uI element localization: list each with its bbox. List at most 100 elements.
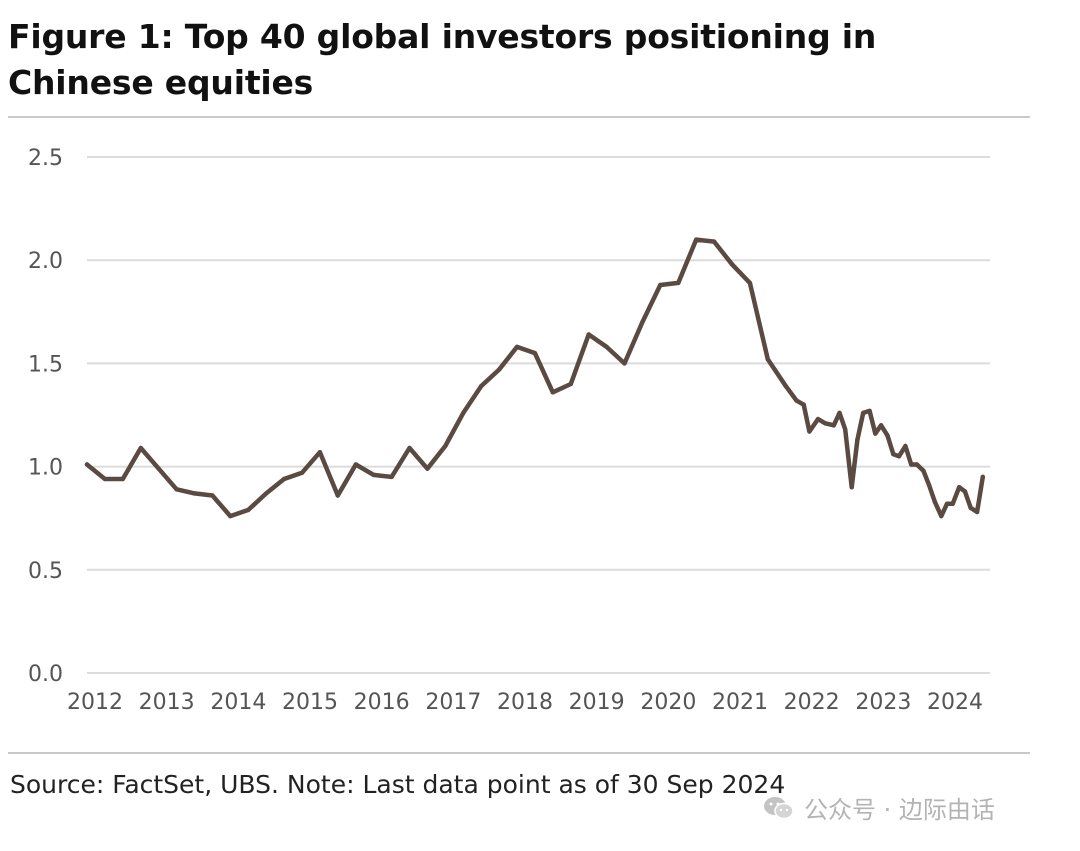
data-point [837, 410, 842, 416]
data-point [878, 423, 884, 428]
data-point [783, 383, 788, 389]
data-point [676, 280, 681, 286]
x-tick-label: 2013 [139, 690, 195, 715]
x-tick-label: 2020 [640, 690, 696, 715]
data-point [747, 280, 753, 286]
data-point [532, 350, 538, 356]
series-line [84, 237, 986, 519]
data-point [944, 501, 950, 506]
data-point [867, 408, 872, 414]
chart-title: Figure 1: Top 40 global investors positi… [8, 17, 877, 102]
data-point [926, 483, 932, 488]
bottom-divider [8, 752, 1030, 754]
source-note: Source: FactSet, UBS. Note: Last data po… [10, 770, 786, 799]
data-point [891, 452, 896, 457]
data-point [823, 421, 828, 426]
data-point [807, 429, 812, 434]
x-tick-label: 2021 [712, 690, 768, 715]
data-point [461, 410, 466, 416]
data-point [873, 431, 878, 436]
wechat-icon [762, 794, 796, 822]
data-point [425, 466, 430, 471]
data-point [903, 443, 908, 449]
y-axis-labels: 0.0 0.5 1.0 1.5 2.0 2.5 [28, 146, 63, 687]
data-point [317, 450, 323, 455]
data-point [855, 437, 860, 442]
data-point [210, 493, 215, 498]
x-tick-label: 2024 [927, 690, 983, 715]
data-point [957, 485, 962, 490]
data-point [568, 381, 573, 387]
data-point [950, 501, 955, 506]
top-divider [8, 116, 1030, 118]
data-point [843, 427, 848, 432]
data-point [622, 361, 627, 366]
data-point [974, 509, 980, 515]
data-point [389, 474, 394, 480]
data-point [281, 476, 287, 482]
data-point [885, 433, 890, 438]
data-point [729, 262, 735, 267]
data-point [407, 445, 412, 451]
y-tick-label: 2.0 [28, 249, 63, 274]
data-point [849, 485, 854, 490]
data-point [496, 367, 502, 372]
data-point [299, 470, 305, 475]
data-point [228, 513, 233, 519]
data-point [962, 489, 968, 494]
x-tick-label: 2018 [497, 690, 553, 715]
data-point [861, 410, 866, 416]
data-point [914, 462, 920, 467]
data-point [120, 476, 126, 482]
data-point [586, 332, 591, 337]
data-point [335, 493, 340, 498]
data-point [909, 462, 914, 467]
x-tick-label: 2014 [210, 690, 266, 715]
watermark-text: 公众号 · 边际由话 [804, 796, 995, 824]
data-point [192, 491, 197, 496]
data-point [921, 468, 926, 473]
y-tick-label: 0.0 [28, 662, 63, 687]
data-point [550, 390, 555, 395]
data-point [640, 319, 645, 325]
data-point [604, 344, 609, 350]
watermark: 公众号 · 边际由话 [762, 790, 995, 825]
data-point [102, 476, 108, 482]
x-tick-label: 2015 [282, 690, 338, 715]
data-point [138, 445, 143, 451]
data-point [443, 443, 448, 449]
x-tick-label: 2023 [855, 690, 911, 715]
data-point [801, 402, 806, 407]
gridlines [87, 156, 990, 674]
data-point [479, 383, 484, 389]
y-tick-label: 1.0 [28, 456, 63, 481]
data-point [765, 357, 770, 362]
data-point [658, 282, 663, 288]
data-point [711, 239, 717, 244]
data-point [896, 454, 902, 459]
data-point [968, 505, 973, 511]
data-point [939, 513, 944, 519]
data-point [246, 507, 251, 513]
data-point [794, 398, 799, 403]
y-tick-label: 2.5 [28, 146, 63, 171]
data-point [371, 472, 376, 478]
x-tick-label: 2019 [569, 690, 625, 715]
data-point [156, 466, 161, 471]
data-point [514, 344, 520, 350]
data-point [264, 491, 269, 496]
data-point [84, 462, 90, 467]
x-axis-labels: 2012 2013 2014 2015 2016 2017 2018 2019 2020 2021… [67, 690, 983, 715]
x-tick-label: 2016 [354, 690, 410, 715]
data-point [353, 462, 358, 467]
x-tick-label: 2017 [425, 690, 481, 715]
data-point [980, 474, 985, 480]
data-point [694, 237, 699, 242]
y-tick-label: 0.5 [28, 559, 63, 584]
y-tick-label: 1.5 [28, 352, 63, 377]
x-tick-label: 2012 [67, 690, 123, 715]
data-point [831, 423, 836, 428]
series-layer [84, 237, 986, 519]
data-point [932, 499, 937, 504]
